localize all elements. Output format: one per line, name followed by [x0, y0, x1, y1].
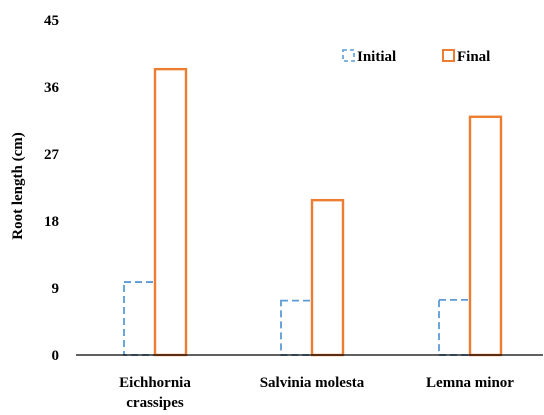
legend-label-initial: Initial: [357, 49, 396, 65]
x-axis-categories: Eichhornia crassipes Salvinia molesta Lemna…: [119, 375, 514, 411]
y-axis-title: Root length (cm): [10, 132, 26, 239]
bar-initial-2: [438, 299, 471, 356]
x-category-label: Salvinia molesta: [260, 375, 365, 391]
bar-initial-1: [280, 299, 313, 356]
bar-final-0: [153, 67, 188, 357]
y-tick-label: 36: [44, 80, 60, 96]
y-tick-label: 18: [44, 214, 59, 230]
y-tick-label: 0: [52, 348, 60, 364]
legend-swatch-initial: [342, 49, 355, 62]
legend: Initial Final: [342, 49, 490, 65]
y-tick-label: 27: [44, 147, 60, 163]
x-category-label: Lemna minor: [426, 375, 514, 391]
bar-final-2: [468, 115, 503, 357]
bars: [123, 67, 503, 357]
x-category-label: crassipes: [126, 395, 184, 411]
y-tick-label: 45: [44, 13, 59, 29]
legend-swatch-final: [442, 49, 455, 62]
bar-initial-0: [123, 281, 156, 356]
y-tick-label: 9: [52, 281, 60, 297]
legend-label-final: Final: [457, 49, 490, 65]
y-axis-ticks: 0 9 18 27 36 45: [44, 13, 60, 364]
bar-final-1: [310, 198, 345, 357]
x-category-label: Eichhornia: [119, 375, 191, 391]
